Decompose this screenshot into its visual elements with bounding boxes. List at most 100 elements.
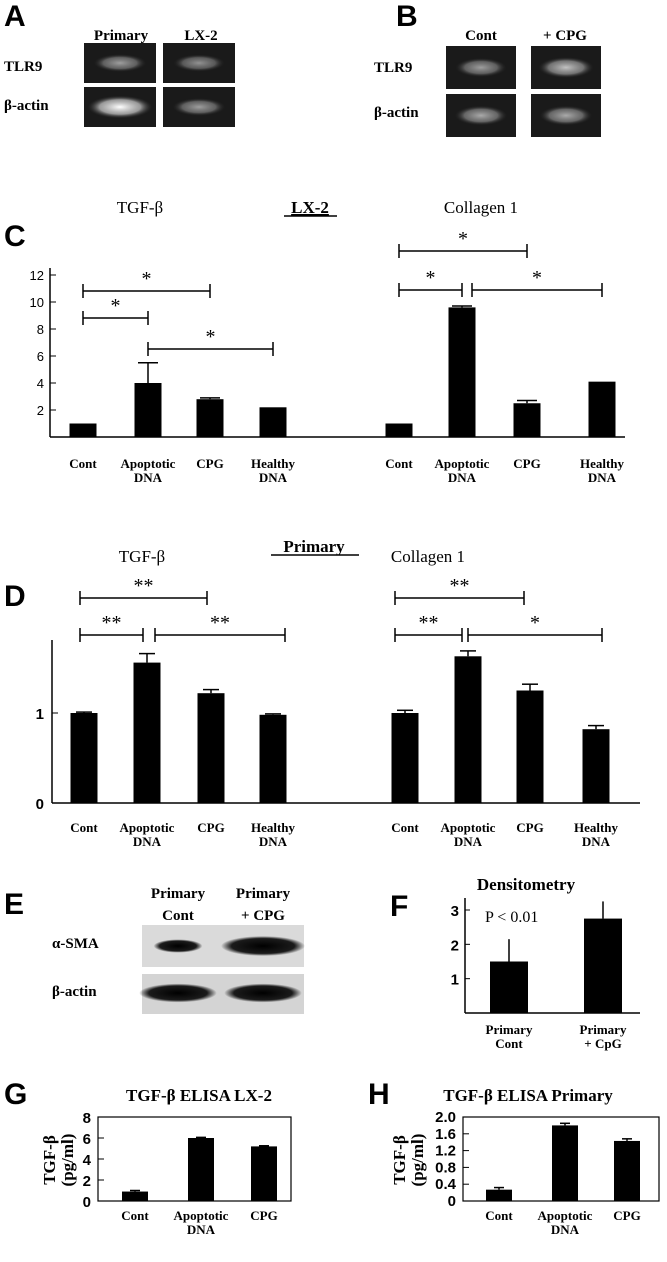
category-label-apoptotic-line: Apoptotic bbox=[435, 456, 490, 471]
bar-cont bbox=[69, 423, 97, 437]
lane-label-line: Primary bbox=[151, 886, 206, 902]
chart-title-densitometry: Densitometry bbox=[477, 875, 576, 894]
category-label-apoptotic-line: DNA bbox=[187, 1222, 216, 1237]
gel-band bbox=[171, 97, 227, 117]
category-label-cpg: CPG bbox=[196, 456, 223, 471]
y-tick-label: 1.2 bbox=[435, 1143, 456, 1160]
lane-label-primary: Primary bbox=[94, 28, 149, 44]
lane-label-line: + CPG bbox=[241, 908, 285, 924]
category-label-apoptotic: Apoptotic DNA bbox=[538, 1208, 593, 1237]
bar-apoptotic bbox=[552, 1125, 578, 1201]
category-label-healthy-line: DNA bbox=[588, 470, 617, 485]
y-tick-label: 4 bbox=[83, 1152, 92, 1169]
lane-label-cont: Cont bbox=[465, 28, 497, 44]
bar-apoptotic bbox=[188, 1138, 214, 1201]
significance-label: * bbox=[111, 295, 121, 317]
panel-letter-h: H bbox=[368, 1078, 390, 1111]
y-axis-label: TGF-β(pg/ml) bbox=[390, 1134, 427, 1187]
significance-label: ** bbox=[450, 575, 470, 597]
chart-heading-lx2: LX-2 bbox=[291, 198, 329, 217]
significance-label: ** bbox=[134, 575, 154, 597]
y-tick-label: 0.8 bbox=[435, 1159, 456, 1176]
bar-cpg bbox=[197, 693, 225, 803]
category-label-apoptotic: Apoptotic DNA bbox=[435, 456, 490, 485]
category-label-cont-line: Cont bbox=[385, 456, 413, 471]
y-tick-label: 12 bbox=[30, 268, 44, 283]
category-label-apoptotic-line: DNA bbox=[448, 470, 477, 485]
category-label-cpg: CPG bbox=[613, 1208, 640, 1223]
category-label-cpg: CPG bbox=[513, 456, 540, 471]
y-tick-label: 0 bbox=[36, 796, 44, 813]
category-label-apoptotic-line: Apoptotic bbox=[121, 456, 176, 471]
category-label-cpg: CPG bbox=[516, 820, 543, 835]
bar-healthy bbox=[259, 714, 287, 803]
lane-label-primary-cpg-1: Primary + CPG bbox=[236, 886, 291, 924]
y-tick-label: 6 bbox=[37, 349, 44, 364]
bar-chart-g: 0 2 4 6 8 TGF-β(pg/ml) Cont Apoptotic DNA CPG bbox=[40, 1110, 292, 1237]
bar-healthy bbox=[582, 729, 610, 803]
category-label-apoptotic-line: DNA bbox=[134, 470, 163, 485]
bar-cpg bbox=[251, 1146, 277, 1201]
category-label-primary-line: Cont bbox=[495, 1036, 523, 1051]
bar-cpg bbox=[196, 399, 224, 437]
bar-cpg bbox=[614, 1140, 640, 1201]
blot-band bbox=[153, 939, 203, 953]
bar-cpg bbox=[516, 690, 544, 803]
bar-cont bbox=[385, 423, 413, 437]
category-label-apoptotic-line: Apoptotic bbox=[174, 1208, 229, 1223]
y-axis-label-line: (pg/ml) bbox=[58, 1134, 77, 1187]
bar-chart-h: 00.40.81.21.62.0 TGF-β(pg/ml) Cont Apoptoti… bbox=[390, 1109, 660, 1237]
bar-primary bbox=[584, 918, 622, 1013]
panel-letter-g: G bbox=[4, 1078, 27, 1111]
y-tick-label: 8 bbox=[37, 322, 44, 337]
significance-label: * bbox=[532, 267, 542, 289]
category-label-cont: Cont bbox=[70, 820, 98, 835]
blot-band bbox=[221, 936, 305, 956]
category-label-healthy-line: DNA bbox=[259, 470, 288, 485]
significance-label: * bbox=[142, 268, 152, 290]
category-label-cpg-line: CPG bbox=[516, 820, 543, 835]
category-label-healthy-line: Healthy bbox=[251, 456, 296, 471]
gel-band bbox=[538, 105, 594, 126]
chart-title-elisa-primary: TGF-β ELISA Primary bbox=[443, 1086, 613, 1105]
panel-b: B Cont + CPG TLR9 β-actin bbox=[374, 0, 601, 137]
panel-d: D Primary TGF-β Collagen 1 0 1 Cont Apoptot… bbox=[4, 537, 640, 849]
y-tick-label: 1.6 bbox=[435, 1126, 456, 1143]
bar-apoptotic bbox=[133, 662, 161, 803]
y-tick-label: 2 bbox=[83, 1173, 91, 1190]
significance-label: ** bbox=[419, 612, 439, 634]
category-label-healthy: Healthy DNA bbox=[580, 456, 625, 485]
y-tick-label: 1 bbox=[36, 706, 44, 723]
row-label-beta-actin: β-actin bbox=[52, 984, 97, 1000]
group-title-tgf-beta: TGF-β bbox=[117, 198, 163, 217]
y-tick-label: 2 bbox=[37, 403, 44, 418]
category-label-apoptotic-line: Apoptotic bbox=[441, 820, 496, 835]
category-label-healthy: Healthy DNA bbox=[574, 820, 619, 849]
category-label-primary-line: Primary bbox=[580, 1022, 627, 1037]
gel-band bbox=[536, 56, 596, 79]
bar-healthy bbox=[259, 407, 287, 437]
significance-label: ** bbox=[210, 612, 230, 634]
category-label-cont: Cont bbox=[385, 456, 413, 471]
panel-c: C LX-2 TGF-β Collagen 1 2 4 6 8 10 12 Cont Apop… bbox=[4, 198, 625, 485]
blot-band bbox=[139, 983, 217, 1003]
category-label-cont-line: Cont bbox=[391, 820, 419, 835]
category-label-healthy-line: DNA bbox=[259, 834, 288, 849]
bar-apoptotic bbox=[454, 656, 482, 803]
category-label-apoptotic-line: Apoptotic bbox=[538, 1208, 593, 1223]
y-tick-label: 2.0 bbox=[435, 1109, 456, 1126]
category-label-cpg-line: CPG bbox=[196, 456, 223, 471]
category-label-cpg: CPG bbox=[197, 820, 224, 835]
significance-label: * bbox=[458, 228, 468, 250]
category-label-cont-line: Cont bbox=[485, 1208, 513, 1223]
panel-letter-e: E bbox=[4, 888, 24, 921]
group-title-collagen-1: Collagen 1 bbox=[444, 198, 518, 217]
y-tick-label: 3 bbox=[451, 903, 459, 920]
y-axis-label-line: TGF-β bbox=[40, 1135, 59, 1185]
category-label-apoptotic-line: Apoptotic bbox=[120, 820, 175, 835]
category-label-healthy-line: Healthy bbox=[251, 820, 296, 835]
chart-heading-primary: Primary bbox=[283, 537, 345, 556]
y-tick-label: 2 bbox=[451, 937, 459, 954]
bar-healthy bbox=[588, 381, 616, 437]
